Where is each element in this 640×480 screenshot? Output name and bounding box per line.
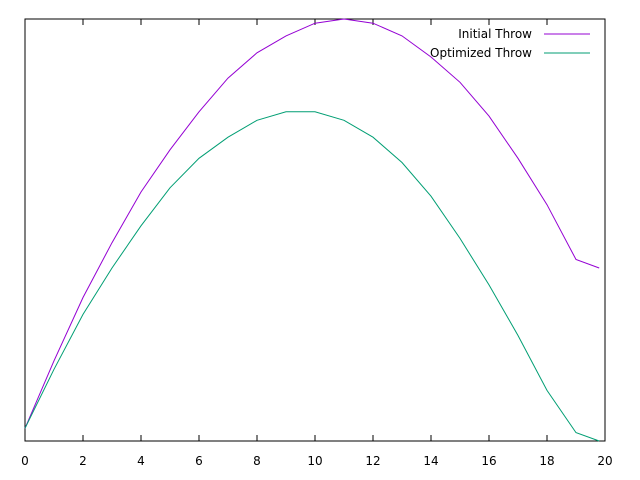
legend-label: Optimized Throw [430, 46, 532, 60]
series-layer [24, 18, 600, 442]
x-tick-label: 4 [137, 454, 145, 468]
x-tick-label: 20 [597, 454, 612, 468]
x-tick-label: 0 [21, 454, 29, 468]
legend: Initial Throw Optimized Throw [430, 27, 590, 60]
series-line-0 [24, 18, 600, 429]
x-tick-label: 16 [481, 454, 496, 468]
x-tick-label: 12 [365, 454, 380, 468]
x-axis: 0 2 4 6 8 10 12 14 16 18 20 [21, 19, 613, 468]
legend-label: Initial Throw [458, 27, 532, 41]
x-tick-label: 14 [423, 454, 438, 468]
x-tick-label: 8 [253, 454, 261, 468]
series-line-1 [24, 111, 600, 442]
x-tick-label: 18 [539, 454, 554, 468]
x-tick-label: 2 [79, 454, 87, 468]
x-tick-label: 10 [307, 454, 322, 468]
plot-frame [24, 18, 606, 442]
x-tick-label: 6 [195, 454, 203, 468]
